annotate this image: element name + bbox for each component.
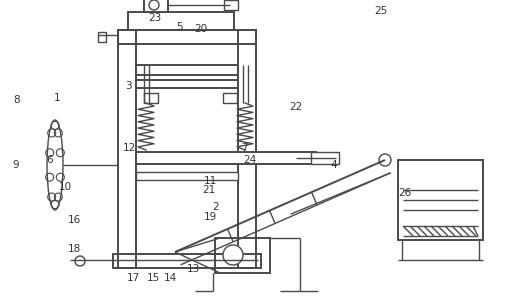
Text: 2: 2 (212, 202, 219, 212)
Circle shape (75, 256, 85, 266)
Bar (238, 30, 256, 268)
Text: 3: 3 (125, 81, 132, 91)
Bar (398, 160, 483, 240)
Text: 11: 11 (204, 176, 217, 186)
Text: 18: 18 (68, 244, 81, 254)
Text: 10: 10 (59, 182, 72, 192)
Bar (144, 93, 158, 103)
Text: 22: 22 (289, 102, 303, 112)
Bar (98, 32, 106, 42)
Circle shape (149, 0, 159, 10)
Text: 1: 1 (54, 93, 60, 103)
Bar (136, 65, 238, 75)
Text: 13: 13 (187, 264, 200, 274)
Bar (144, 0, 168, 12)
Bar (136, 172, 238, 180)
Text: 6: 6 (46, 155, 53, 165)
Bar (224, 0, 238, 10)
Bar (136, 152, 316, 164)
Bar (136, 80, 238, 88)
Bar (215, 238, 270, 273)
Text: 16: 16 (68, 215, 81, 226)
Text: 19: 19 (204, 212, 217, 223)
Text: 4: 4 (330, 159, 337, 170)
Text: 7: 7 (241, 143, 247, 153)
Text: 20: 20 (195, 24, 208, 34)
Text: 8: 8 (13, 95, 19, 105)
Text: 12: 12 (123, 143, 136, 153)
Circle shape (223, 245, 243, 265)
Circle shape (379, 154, 391, 166)
Bar (118, 30, 136, 268)
Text: 14: 14 (164, 273, 177, 283)
Bar (113, 254, 261, 268)
Text: 21: 21 (202, 185, 216, 195)
Bar (118, 30, 256, 44)
Text: 15: 15 (147, 273, 160, 283)
Bar (128, 12, 234, 30)
Bar (311, 152, 339, 164)
Bar (223, 93, 237, 103)
Text: 9: 9 (13, 159, 19, 170)
Text: 5: 5 (177, 22, 183, 32)
Text: 26: 26 (398, 188, 412, 198)
Text: 23: 23 (148, 13, 162, 23)
Text: 24: 24 (243, 155, 257, 165)
Text: 17: 17 (127, 273, 140, 283)
Text: 25: 25 (374, 6, 387, 17)
